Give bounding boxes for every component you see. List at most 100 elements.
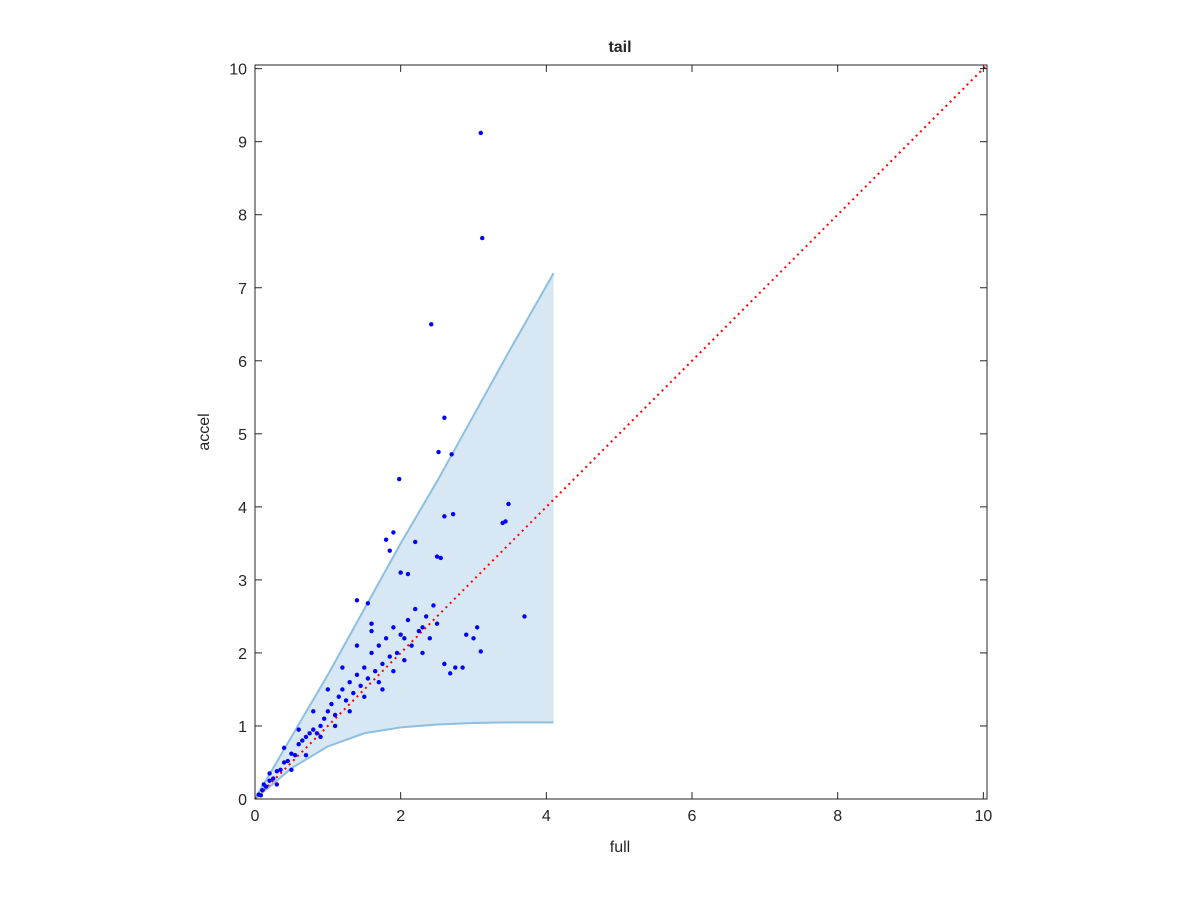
data-point [278,767,283,772]
data-point [318,734,323,740]
data-point [376,679,382,685]
data-point [402,636,407,641]
band-area [255,273,554,799]
y-tick-label: 1 [238,719,247,736]
data-point [522,614,527,619]
data-point [409,643,414,648]
data-point [285,758,290,764]
x-tick-label: 10 [974,808,992,825]
x-tick-label: 2 [396,808,405,825]
data-point [281,760,287,765]
data-point [402,658,407,663]
data-point [267,771,272,776]
data-point [307,731,312,736]
data-point [391,625,396,630]
axes-box [254,64,988,800]
data-point [431,603,436,608]
data-point [391,530,396,535]
data-point [261,782,266,787]
data-point [464,632,469,637]
data-point [267,778,272,783]
data-point [296,727,301,732]
x-tick-label: 8 [833,808,842,825]
data-point [474,625,480,630]
data-point [343,698,349,703]
data-point [387,548,392,553]
data-point [434,621,440,626]
data-point [438,555,443,561]
y-tick-label: 4 [238,500,247,517]
y-axis-label: accel [196,413,213,450]
data-point [369,650,374,656]
data-point [448,671,453,676]
chart-title: tail [608,39,631,56]
data-point [442,415,447,420]
data-point [471,636,476,641]
x-tick-label: 6 [688,808,697,825]
y-tick-label: 3 [238,573,247,590]
y-tick-label: 5 [238,427,247,444]
data-point [258,793,264,798]
data-point [369,621,374,626]
x-tick-label: 0 [251,808,260,825]
data-point [289,751,294,756]
data-point [318,723,323,729]
data-point [478,649,483,654]
data-point [380,687,385,692]
data-point [380,661,385,667]
data-point [427,636,433,641]
data-point [405,571,411,577]
data-point [329,701,334,707]
data-point [453,665,458,670]
data-point [442,661,447,667]
y-tick-label: 8 [238,208,247,225]
data-point [383,636,389,641]
data-point [503,519,508,524]
data-point [325,687,331,692]
band-upper-edge [254,272,555,800]
data-point [369,628,374,634]
x-tick-label: 4 [542,808,551,825]
data-point [347,679,352,685]
data-point [354,598,360,603]
data-point [303,734,309,740]
data-point [340,665,345,670]
data-point [506,501,511,507]
data-point [314,731,320,736]
y-tick-label: 0 [238,792,247,809]
data-point [372,668,378,674]
data-point [336,694,341,699]
data-point [450,511,456,517]
data-point [303,752,309,758]
data-point [460,665,465,670]
data-point [436,449,441,455]
data-point [332,712,338,718]
data-point [420,625,425,630]
data-point [391,668,396,674]
data-point [413,606,418,612]
data-point [311,727,316,732]
data-point [354,643,360,648]
data-point [296,742,301,747]
data-point [362,694,367,699]
data-point [365,601,371,606]
data-point [362,665,367,670]
data-point [332,723,338,729]
data-point [376,643,382,648]
y-tick-label: 7 [238,281,247,298]
data-point [347,709,352,714]
x-axis-label: full [610,839,630,856]
y-tick-label: 2 [238,646,247,663]
data-point [413,539,418,545]
data-point [423,614,429,619]
data-point [289,767,294,772]
data-point [394,650,400,656]
y-tick-label: 6 [238,354,247,371]
y-tick-label: 10 [229,62,247,79]
data-point [292,752,298,758]
data-point [271,776,276,781]
data-point [429,322,434,327]
data-point [365,676,371,681]
data-point [260,788,265,793]
